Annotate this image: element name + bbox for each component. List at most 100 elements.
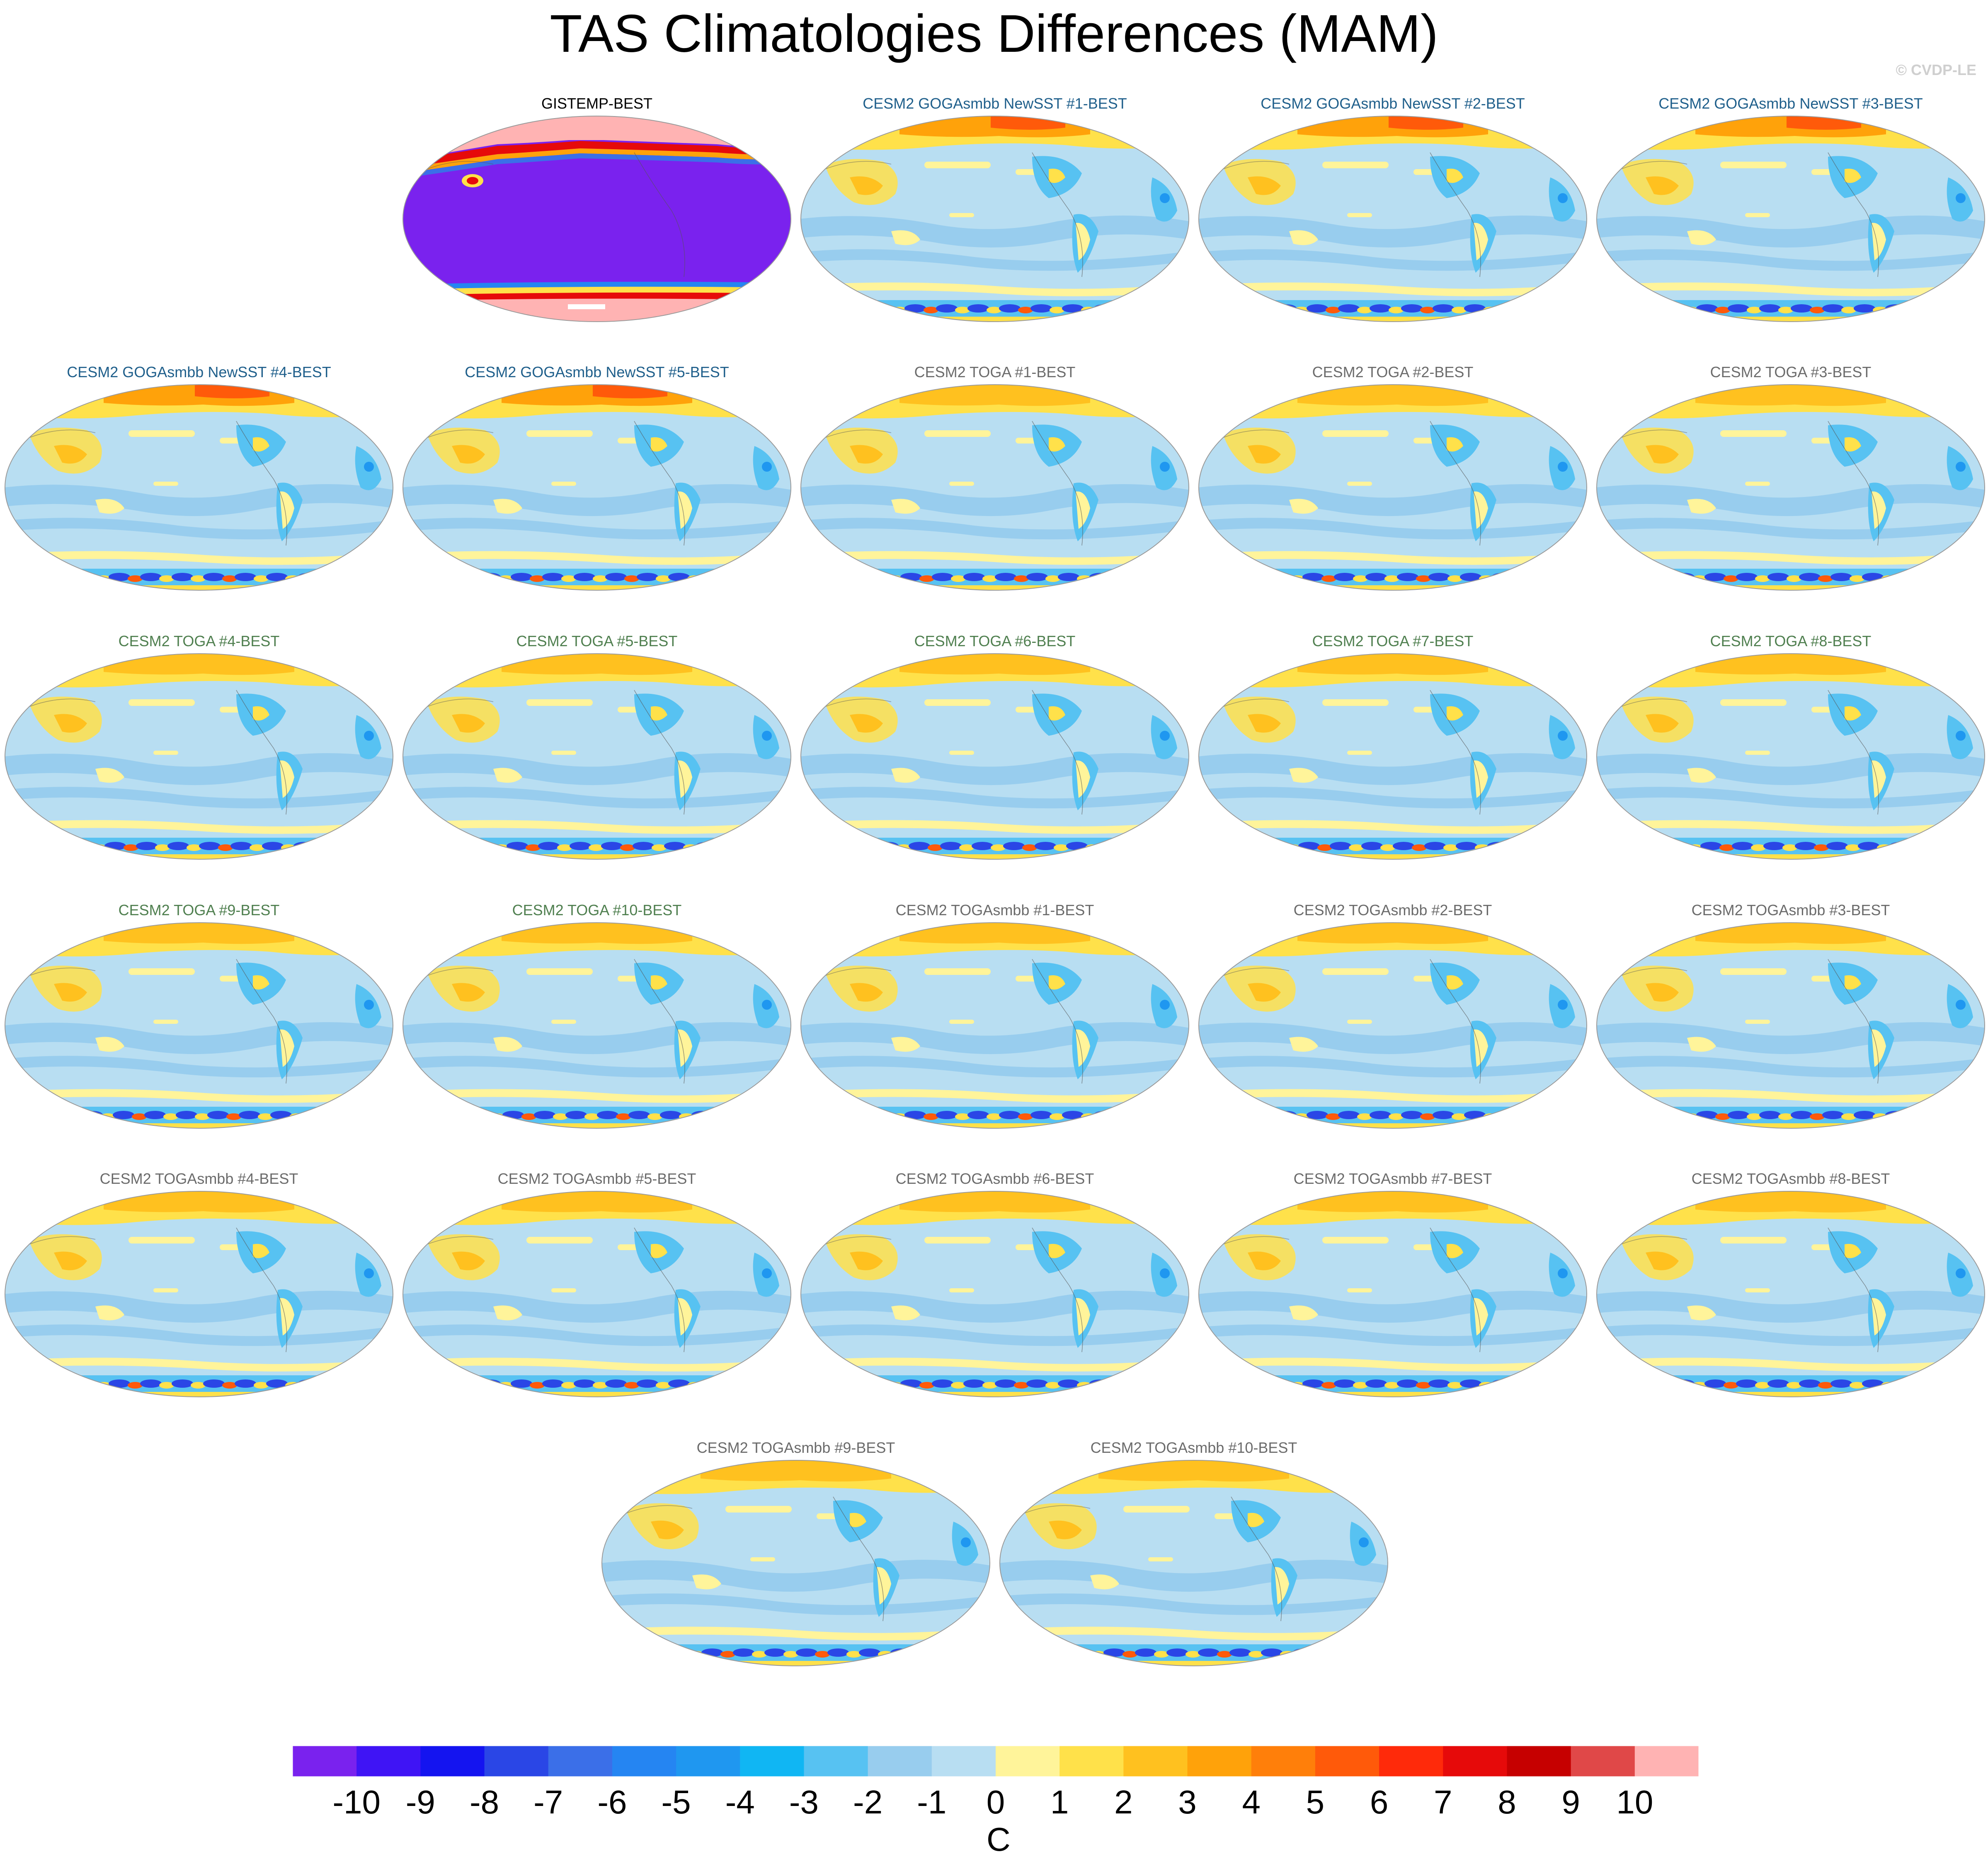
global-map <box>402 116 791 322</box>
global-map <box>402 384 791 591</box>
panel-title: CESM2 TOGA #4-BEST <box>118 633 280 650</box>
global-map <box>402 653 791 860</box>
global-map <box>1198 384 1587 591</box>
colorbar-swatch <box>1443 1746 1507 1777</box>
map-panel: CESM2 TOGA #9-BEST <box>4 903 394 1168</box>
map-panel: CESM2 GOGAsmbb NewSST #4-BEST <box>4 365 394 630</box>
map-panel: CESM2 TOGAsmbb #7-BEST <box>1198 1171 1588 1437</box>
colorbar-swatch <box>1251 1746 1316 1777</box>
colorbar-tick-label: -7 <box>533 1784 563 1820</box>
colorbar-swatch <box>1123 1746 1188 1777</box>
global-map <box>1198 116 1587 322</box>
panel-title: GISTEMP-BEST <box>541 95 653 112</box>
colorbar-tick-label: 2 <box>1114 1784 1133 1820</box>
map-panel: CESM2 TOGA #1-BEST <box>800 365 1190 630</box>
colorbar-swatch <box>804 1746 868 1777</box>
colorbar-swatch <box>1571 1746 1635 1777</box>
colorbar-swatch <box>484 1746 549 1777</box>
panel-title: CESM2 TOGA #5-BEST <box>516 633 678 650</box>
colorbar-swatch <box>1634 1746 1699 1777</box>
panel-title: CESM2 TOGAsmbb #1-BEST <box>895 902 1094 919</box>
global-map <box>800 653 1189 860</box>
map-panel: CESM2 TOGAsmbb #6-BEST <box>800 1171 1190 1437</box>
credit-label: © CVDP-LE <box>1896 61 1976 78</box>
map-panel: CESM2 TOGAsmbb #4-BEST <box>4 1171 394 1437</box>
colorbar-swatch <box>1379 1746 1443 1777</box>
colorbar-tick-label: -3 <box>789 1784 819 1820</box>
colorbar-tick-label: 6 <box>1370 1784 1389 1820</box>
colorbar-tick-label: -2 <box>853 1784 883 1820</box>
global-map <box>999 1460 1388 1666</box>
global-map <box>1198 1191 1587 1397</box>
map-panel: CESM2 TOGA #10-BEST <box>402 903 792 1168</box>
map-panel: CESM2 TOGAsmbb #5-BEST <box>402 1171 792 1437</box>
panel-title: CESM2 GOGAsmbb NewSST #3-BEST <box>1658 95 1923 112</box>
colorbar-swatch <box>931 1746 996 1777</box>
map-panel: CESM2 TOGAsmbb #10-BEST <box>999 1440 1389 1706</box>
colorbar-swatch <box>996 1746 1060 1777</box>
map-panel: CESM2 GOGAsmbb NewSST #5-BEST <box>402 365 792 630</box>
colorbar-tick-label: -6 <box>597 1784 627 1820</box>
figure-title: TAS Climatologies Differences (MAM) <box>550 4 1438 63</box>
colorbar-swatch <box>548 1746 613 1777</box>
global-map <box>5 384 393 591</box>
colorbar-tick-label: 5 <box>1306 1784 1325 1820</box>
colorbar-swatch <box>868 1746 932 1777</box>
map-panel: CESM2 GOGAsmbb NewSST #3-BEST <box>1596 96 1986 361</box>
map-panel: CESM2 TOGAsmbb #8-BEST <box>1596 1171 1986 1437</box>
colorbar-swatch <box>1187 1746 1252 1777</box>
colorbar-tick-label: 7 <box>1434 1784 1452 1820</box>
global-map <box>1596 653 1985 860</box>
global-map <box>402 1191 791 1397</box>
global-map <box>800 922 1189 1129</box>
global-map <box>1198 922 1587 1129</box>
colorbar-swatch <box>293 1746 357 1777</box>
panel-title: CESM2 TOGAsmbb #9-BEST <box>696 1439 895 1456</box>
colorbar-swatch <box>1507 1746 1571 1777</box>
map-panel: CESM2 TOGAsmbb #2-BEST <box>1198 903 1588 1168</box>
global-map <box>1596 116 1985 322</box>
colorbar-units: C <box>987 1821 1011 1858</box>
panel-title: CESM2 TOGAsmbb #4-BEST <box>99 1170 298 1187</box>
panel-title: CESM2 TOGAsmbb #7-BEST <box>1293 1170 1492 1187</box>
global-map <box>1596 384 1985 591</box>
colorbar-swatch <box>1059 1746 1124 1777</box>
panel-title: CESM2 TOGA #10-BEST <box>512 902 682 919</box>
colorbar-tick-label: -9 <box>405 1784 435 1820</box>
panel-title: CESM2 TOGAsmbb #2-BEST <box>1293 902 1492 919</box>
map-panel: CESM2 TOGAsmbb #3-BEST <box>1596 903 1986 1168</box>
colorbar-tick-label: 0 <box>986 1784 1005 1820</box>
panel-title: CESM2 TOGAsmbb #5-BEST <box>497 1170 696 1187</box>
panel-title: CESM2 TOGA #7-BEST <box>1312 633 1474 650</box>
panel-title: CESM2 GOGAsmbb NewSST #5-BEST <box>465 364 729 381</box>
panel-title: CESM2 GOGAsmbb NewSST #4-BEST <box>67 364 331 381</box>
colorbar-tick-label: 9 <box>1561 1784 1580 1820</box>
global-map <box>1596 922 1985 1129</box>
panel-title: CESM2 TOGA #6-BEST <box>914 633 1076 650</box>
map-panel: CESM2 TOGA #7-BEST <box>1198 634 1588 899</box>
global-map <box>5 653 393 860</box>
colorbar-swatch <box>740 1746 804 1777</box>
colorbar-tick-label: 10 <box>1616 1784 1653 1820</box>
map-panel: GISTEMP-BEST <box>402 96 792 361</box>
global-map <box>5 922 393 1129</box>
panel-title: CESM2 TOGAsmbb #10-BEST <box>1090 1439 1297 1456</box>
map-panel: CESM2 TOGAsmbb #9-BEST <box>601 1440 991 1706</box>
colorbar-tick-label: -1 <box>917 1784 947 1820</box>
panel-title: CESM2 TOGA #1-BEST <box>914 364 1076 381</box>
map-panel: CESM2 TOGA #2-BEST <box>1198 365 1588 630</box>
global-map <box>800 1191 1189 1397</box>
map-panel: CESM2 TOGA #8-BEST <box>1596 634 1986 899</box>
colorbar-tick-label: -8 <box>469 1784 499 1820</box>
panel-title: CESM2 GOGAsmbb NewSST #2-BEST <box>1261 95 1525 112</box>
panel-title: CESM2 TOGAsmbb #6-BEST <box>895 1170 1094 1187</box>
global-map <box>800 384 1189 591</box>
panel-title: CESM2 TOGAsmbb #3-BEST <box>1691 902 1890 919</box>
panel-title: CESM2 TOGA #8-BEST <box>1710 633 1872 650</box>
map-panel: CESM2 TOGA #3-BEST <box>1596 365 1986 630</box>
global-map <box>5 1191 393 1397</box>
map-panel: CESM2 GOGAsmbb NewSST #1-BEST <box>800 96 1190 361</box>
global-map <box>800 116 1189 322</box>
map-panel: CESM2 TOGAsmbb #1-BEST <box>800 903 1190 1168</box>
colorbar-tick-label: -10 <box>332 1784 381 1820</box>
